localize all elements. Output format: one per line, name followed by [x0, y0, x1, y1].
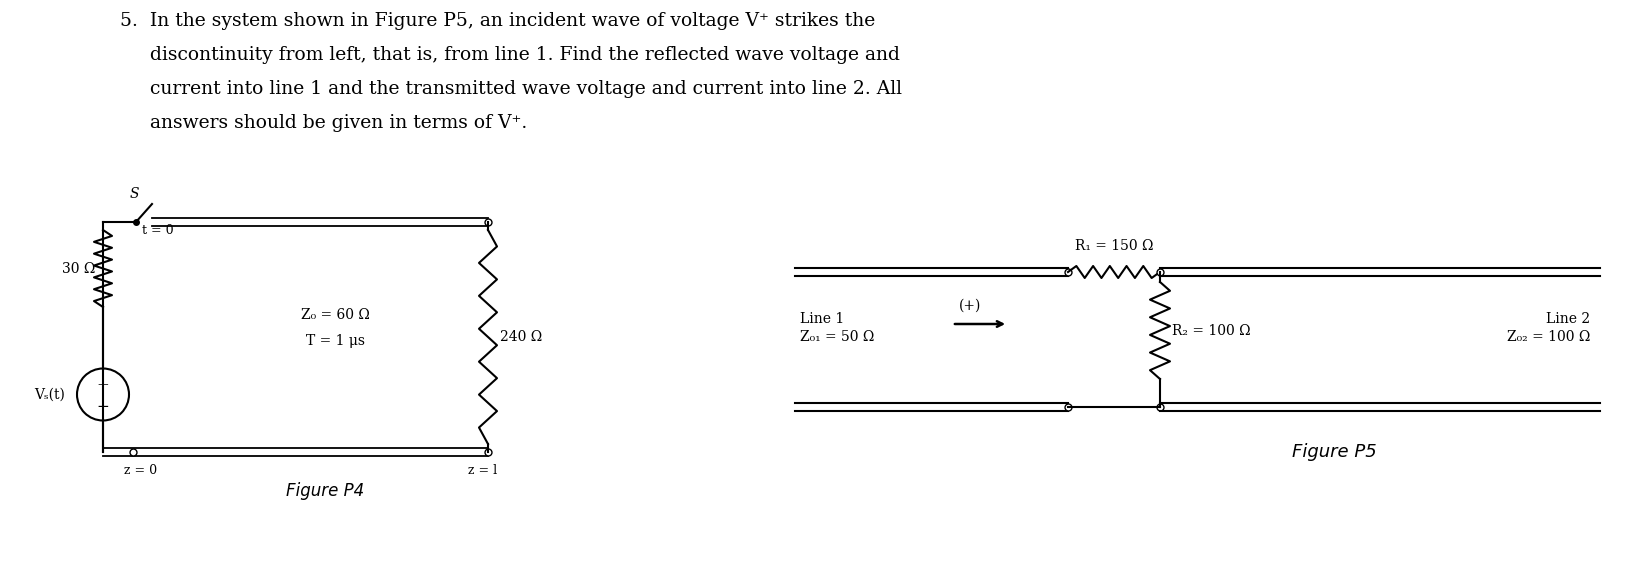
Text: −: − — [97, 399, 110, 414]
Text: R₂ = 100 Ω: R₂ = 100 Ω — [1171, 324, 1250, 338]
Text: 240 Ω: 240 Ω — [501, 330, 542, 344]
Text: (+): (+) — [959, 299, 982, 313]
Text: answers should be given in terms of V⁺.: answers should be given in terms of V⁺. — [119, 114, 527, 132]
Text: R₁ = 150 Ω: R₁ = 150 Ω — [1075, 239, 1153, 253]
Text: t = 0: t = 0 — [142, 224, 173, 237]
Text: Z₀₂ = 100 Ω: Z₀₂ = 100 Ω — [1507, 330, 1590, 344]
Text: z = l: z = l — [468, 464, 497, 477]
Text: Z₀₁ = 50 Ω: Z₀₁ = 50 Ω — [800, 330, 874, 344]
Text: Figure P4: Figure P4 — [286, 482, 365, 500]
Text: Z₀ = 60 Ω: Z₀ = 60 Ω — [301, 308, 370, 322]
Text: discontinuity from left, that is, from line 1. Find the reflected wave voltage a: discontinuity from left, that is, from l… — [119, 46, 900, 64]
Text: 5.  In the system shown in Figure P5, an incident wave of voltage V⁺ strikes the: 5. In the system shown in Figure P5, an … — [119, 12, 875, 30]
Text: current into line 1 and the transmitted wave voltage and current into line 2. Al: current into line 1 and the transmitted … — [119, 80, 901, 98]
Text: Line 2: Line 2 — [1546, 312, 1590, 326]
Text: Line 1: Line 1 — [800, 312, 844, 326]
Text: S: S — [129, 187, 139, 201]
Text: T = 1 μs: T = 1 μs — [306, 334, 365, 348]
Text: z = 0: z = 0 — [124, 464, 157, 477]
Text: Figure P5: Figure P5 — [1292, 443, 1376, 461]
Text: 30 Ω: 30 Ω — [62, 261, 95, 275]
Text: Vₛ(t): Vₛ(t) — [34, 388, 65, 402]
Text: +: + — [97, 378, 110, 392]
